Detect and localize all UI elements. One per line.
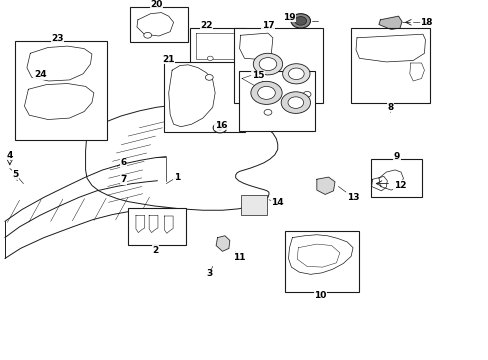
Bar xyxy=(128,208,185,245)
Circle shape xyxy=(205,75,213,80)
Text: 5: 5 xyxy=(13,170,19,179)
Circle shape xyxy=(207,56,213,60)
Circle shape xyxy=(290,14,310,28)
Circle shape xyxy=(143,32,151,38)
Polygon shape xyxy=(24,84,94,120)
Text: 13: 13 xyxy=(346,193,359,202)
Circle shape xyxy=(217,126,223,130)
Bar xyxy=(238,71,315,131)
Text: 12: 12 xyxy=(393,181,406,190)
Text: 20: 20 xyxy=(150,0,163,9)
Bar xyxy=(350,28,429,103)
Circle shape xyxy=(282,64,309,84)
Text: 6: 6 xyxy=(120,158,126,167)
Text: 21: 21 xyxy=(162,55,175,64)
Circle shape xyxy=(294,17,306,25)
Polygon shape xyxy=(316,177,334,194)
Bar xyxy=(370,159,421,197)
Polygon shape xyxy=(239,33,272,59)
Text: 14: 14 xyxy=(271,198,284,207)
Bar xyxy=(129,7,188,42)
Text: 9: 9 xyxy=(393,152,400,161)
Bar xyxy=(240,195,266,215)
Text: 24: 24 xyxy=(34,71,46,79)
Text: 11: 11 xyxy=(233,253,245,262)
Polygon shape xyxy=(27,46,92,81)
Circle shape xyxy=(253,53,282,75)
Text: 2: 2 xyxy=(152,246,158,255)
Polygon shape xyxy=(168,65,215,127)
Circle shape xyxy=(213,123,226,133)
Polygon shape xyxy=(216,236,229,251)
Polygon shape xyxy=(297,244,339,267)
Bar xyxy=(233,28,322,103)
Bar xyxy=(163,62,245,132)
Polygon shape xyxy=(195,33,238,59)
Circle shape xyxy=(288,68,304,80)
Text: 23: 23 xyxy=(51,34,64,43)
Polygon shape xyxy=(371,176,386,191)
Polygon shape xyxy=(136,215,144,233)
Polygon shape xyxy=(242,76,263,88)
Text: 3: 3 xyxy=(206,269,212,278)
Bar xyxy=(284,231,359,292)
Circle shape xyxy=(257,86,275,99)
Circle shape xyxy=(303,91,310,97)
Bar xyxy=(189,28,245,64)
Circle shape xyxy=(250,81,282,104)
Text: 15: 15 xyxy=(251,71,264,80)
Text: 19: 19 xyxy=(283,13,295,22)
Polygon shape xyxy=(409,63,424,81)
Text: 18: 18 xyxy=(419,18,432,27)
Text: 10: 10 xyxy=(313,291,326,300)
Polygon shape xyxy=(378,16,401,30)
Text: 16: 16 xyxy=(214,121,227,130)
Circle shape xyxy=(259,58,276,71)
Text: 4: 4 xyxy=(6,151,13,160)
Text: 8: 8 xyxy=(386,103,392,112)
Text: 17: 17 xyxy=(261,22,274,31)
Polygon shape xyxy=(355,34,425,62)
Text: 7: 7 xyxy=(120,175,126,184)
Polygon shape xyxy=(137,13,173,36)
Polygon shape xyxy=(164,216,173,233)
Text: 22: 22 xyxy=(200,22,212,31)
Bar xyxy=(15,41,106,140)
Polygon shape xyxy=(288,235,352,274)
Text: 1: 1 xyxy=(174,173,180,181)
Polygon shape xyxy=(149,215,158,233)
Circle shape xyxy=(287,97,303,108)
Circle shape xyxy=(281,92,310,113)
Polygon shape xyxy=(378,170,403,190)
Circle shape xyxy=(264,109,271,115)
